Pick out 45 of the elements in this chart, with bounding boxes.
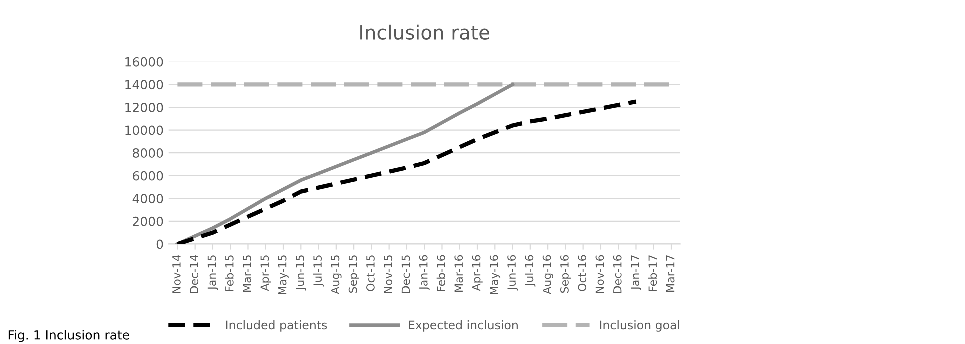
y-tick-label: 12000 bbox=[126, 102, 164, 112]
x-tick-label: Mar-15 bbox=[243, 256, 252, 292]
x-tick-label: Feb-16 bbox=[436, 255, 446, 292]
x-tick-label: Jun-16 bbox=[508, 255, 518, 291]
y-tick-label: 16000 bbox=[126, 57, 164, 67]
line-series bbox=[176, 100, 638, 244]
x-tick-label: Oct-15 bbox=[366, 256, 375, 292]
x-tick-label: Jan-17 bbox=[631, 256, 642, 291]
y-tick-label: 0 bbox=[156, 240, 164, 250]
x-tick-label: Nov-14 bbox=[172, 255, 181, 294]
x-tick-label: Nov-15 bbox=[384, 256, 393, 294]
y-tick-label: 4000 bbox=[132, 194, 164, 204]
x-tick-label: Sep-16 bbox=[560, 255, 572, 294]
x-tick-label: Feb-15 bbox=[225, 256, 234, 292]
x-tick-label: Jan-15 bbox=[208, 256, 218, 291]
x-tick-label: Jun-15 bbox=[296, 256, 306, 291]
x-tick-label: Nov-16 bbox=[596, 255, 604, 294]
legend-label: Inclusion goal bbox=[600, 320, 680, 332]
line-series bbox=[176, 82, 515, 244]
x-tick-label: Sep-15 bbox=[348, 256, 360, 294]
chart-title: Inclusion rate bbox=[360, 24, 490, 40]
x-tick-label: Dec-14 bbox=[190, 255, 199, 294]
legend-label: Included patients bbox=[226, 320, 328, 332]
x-tick-label: May-15 bbox=[278, 256, 289, 294]
y-tick-label: 10000 bbox=[126, 126, 164, 136]
y-tick-label: 6000 bbox=[133, 171, 164, 181]
x-tick-label: May-16 bbox=[490, 255, 501, 294]
x-tick-label: Dec-16 bbox=[613, 255, 622, 294]
x-tick-label: Jul-16 bbox=[525, 255, 536, 287]
x-tick-label: Feb-17 bbox=[648, 256, 658, 292]
x-tick-label: Aug-16 bbox=[542, 255, 554, 294]
x-tick-label: Oct-16 bbox=[578, 255, 587, 292]
y-tick-label: 8000 bbox=[133, 148, 164, 158]
y-tick-label: 2000 bbox=[133, 216, 164, 226]
x-tick-label: Dec-15 bbox=[402, 256, 410, 294]
y-tick-label: 14000 bbox=[126, 80, 164, 90]
x-tick-label: Mar-17 bbox=[666, 256, 675, 292]
x-tick-label: Jul-15 bbox=[313, 256, 324, 287]
x-tick-label: Mar-16 bbox=[454, 255, 464, 292]
x-tick-label: Apr-16 bbox=[472, 255, 483, 292]
legend-label: Expected inclusion bbox=[409, 320, 518, 332]
x-tick-label: Jan-16 bbox=[419, 255, 430, 291]
x-tick-label: Aug-15 bbox=[331, 256, 342, 294]
caption: Fig. 1 Inclusion rate bbox=[8, 330, 130, 342]
x-tick-label: Apr-15 bbox=[260, 256, 272, 292]
